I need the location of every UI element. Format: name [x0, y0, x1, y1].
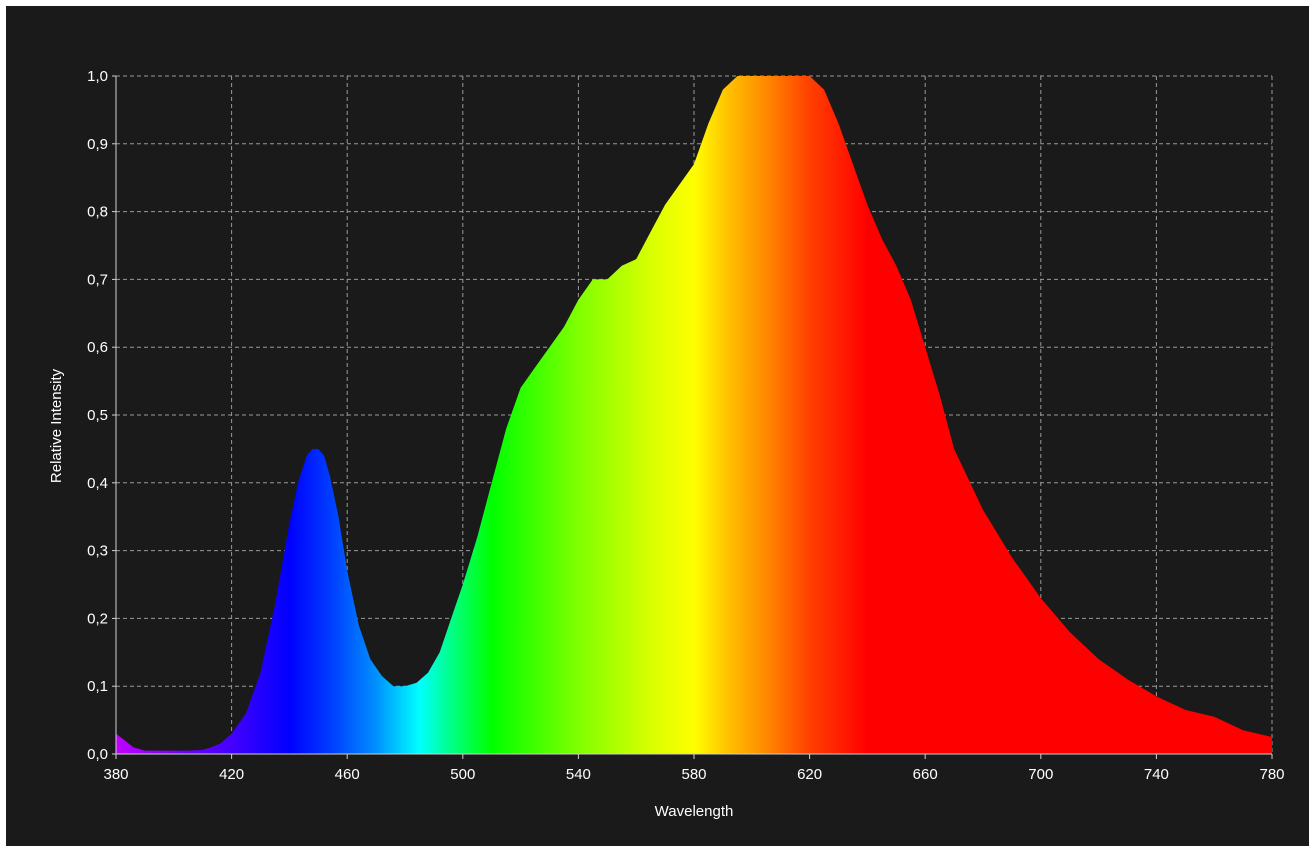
y-tick-label: 0,9	[87, 136, 108, 153]
x-tick-label: 780	[1259, 766, 1284, 783]
x-tick-label: 500	[450, 766, 475, 783]
x-axis-label: Wavelength	[655, 803, 734, 820]
y-tick-labels: 0,0 0,1 0,2 0,3 0,4 0,5 0,6 0,7 0,8 0,9 1,0	[87, 68, 116, 763]
y-tick-label: 0,6	[87, 339, 108, 356]
x-tick-label: 660	[913, 766, 938, 783]
x-tick-label: 540	[566, 766, 591, 783]
y-tick-label: 0,7	[87, 271, 108, 288]
y-tick-label: 0,3	[87, 543, 108, 560]
x-tick-label: 740	[1144, 766, 1169, 783]
y-axis-label: Relative Intensity	[48, 368, 65, 483]
spectrum-chart: 380 420 460 500 540 580 620 660 700 740 780 0,0 0,1…	[48, 68, 1285, 820]
plot-area	[116, 76, 1272, 754]
chart-panel: 380 420 460 500 540 580 620 660 700 740 780 0,0 0,1…	[6, 6, 1309, 846]
x-tick-label: 380	[103, 766, 128, 783]
x-tick-label: 420	[219, 766, 244, 783]
y-tick-label: 0,8	[87, 204, 108, 221]
y-tick-label: 0,5	[87, 407, 108, 424]
x-tick-labels: 380 420 460 500 540 580 620 660 700 740 780	[103, 754, 1285, 783]
y-tick-label: 1,0	[87, 68, 108, 85]
y-tick-label: 0,0	[87, 746, 108, 763]
y-tick-label: 0,1	[87, 678, 108, 695]
x-tick-label: 580	[681, 766, 706, 783]
y-tick-label: 0,4	[87, 475, 108, 492]
y-tick-label: 0,2	[87, 610, 108, 627]
x-tick-label: 620	[797, 766, 822, 783]
x-tick-label: 460	[335, 766, 360, 783]
x-tick-label: 700	[1028, 766, 1053, 783]
spectrum-area	[116, 76, 1272, 754]
